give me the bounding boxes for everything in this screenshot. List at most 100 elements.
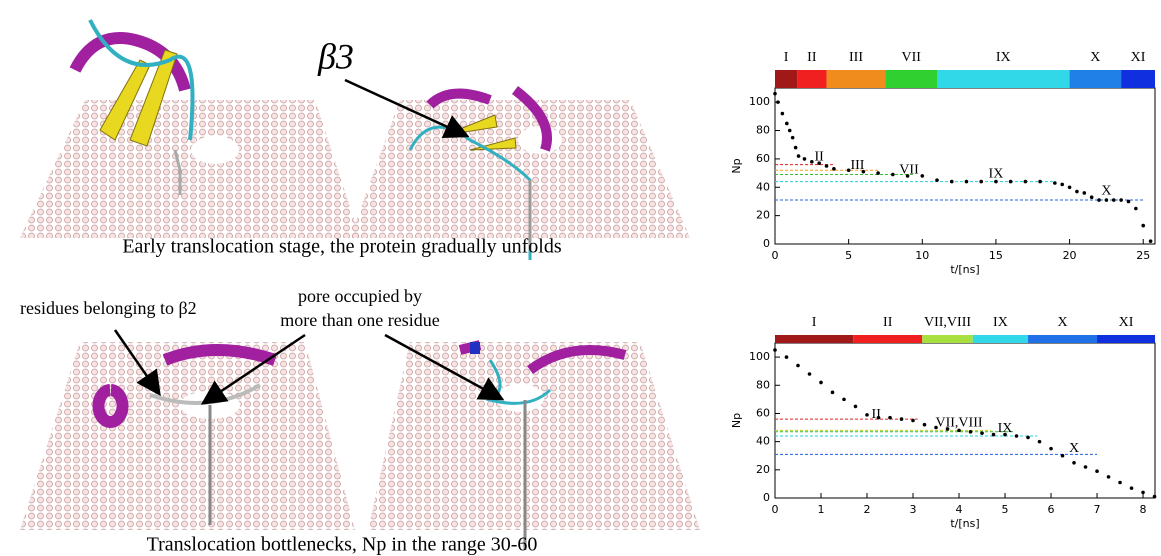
data-point: [853, 404, 858, 409]
state-annotation: X: [1069, 441, 1079, 456]
data-point: [891, 172, 895, 177]
data-point: [796, 154, 801, 158]
state-band: [922, 335, 973, 343]
band-label: XI: [1131, 50, 1146, 65]
band-label: X: [1090, 50, 1100, 65]
data-point: [787, 128, 792, 133]
x-tick-label: 2: [864, 503, 871, 516]
data-point: [876, 415, 881, 420]
arrows: [113, 78, 505, 405]
state-annotation: VII,VIII: [936, 416, 983, 431]
y-tick-label: 60: [756, 152, 770, 165]
state-annotation: IX: [989, 167, 1004, 182]
data-point: [949, 179, 954, 184]
data-point: [810, 159, 814, 164]
x-tick-label: 10: [915, 249, 929, 262]
band-label: IX: [996, 50, 1011, 65]
residue-label: residues belonging to β2: [20, 298, 197, 318]
plot-frame: [774, 87, 1156, 245]
data-point: [1026, 435, 1030, 440]
data-point: [1148, 239, 1153, 243]
data-point: [842, 397, 846, 402]
data-point: [1060, 182, 1065, 187]
state-band: [937, 70, 1070, 88]
state-band: [775, 70, 798, 88]
data-point: [790, 135, 795, 140]
y-tick-label: 20: [756, 209, 770, 222]
data-point: [865, 413, 869, 417]
data-point: [1003, 432, 1007, 437]
data-point: [876, 171, 880, 175]
x-tick-label: 0: [772, 503, 779, 516]
molecule-renderings: [20, 19, 700, 550]
x-tick-label: 3: [910, 503, 917, 516]
data-point: [922, 422, 927, 427]
data-point: [1049, 446, 1053, 451]
band-label: I: [784, 50, 789, 65]
data-point: [1008, 179, 1013, 184]
data-point: [968, 429, 973, 434]
band-label: II: [807, 50, 817, 65]
state-band: [853, 335, 923, 343]
band-label: III: [849, 50, 863, 65]
data-point: [832, 167, 836, 171]
state-band: [1028, 335, 1098, 343]
x-tick-label: 1: [818, 503, 825, 516]
y-tick-label: 0: [763, 237, 770, 250]
y-tick-label: 0: [763, 491, 770, 504]
band-label: II: [883, 315, 893, 330]
y-tick-label: 100: [749, 350, 770, 363]
state-band: [1069, 70, 1122, 88]
data-point: [994, 179, 998, 184]
data-point: [934, 425, 938, 430]
pore-label: pore occupied by: [298, 286, 422, 306]
data-point: [802, 157, 807, 161]
data-point: [807, 372, 812, 376]
data-point: [773, 91, 777, 96]
data-point: [1097, 198, 1101, 202]
y-tick-label: 100: [749, 95, 770, 108]
data-point: [888, 415, 892, 420]
x-tick-label: 15: [989, 249, 1003, 262]
y-tick-label: 40: [756, 180, 770, 193]
data-point: [1067, 185, 1072, 190]
data-point: [1134, 206, 1138, 211]
data-point: [920, 174, 925, 178]
x-tick-label: 8: [1140, 503, 1147, 516]
data-point: [780, 111, 785, 116]
y-tick-label: 60: [756, 406, 770, 419]
data-point: [905, 174, 910, 178]
y-axis-label: Np: [730, 158, 743, 173]
data-point: [861, 169, 866, 174]
y-tick-label: 40: [756, 435, 770, 448]
data-point: [957, 428, 961, 433]
data-point: [1014, 434, 1019, 438]
data-point: [784, 121, 789, 126]
data-point: [1038, 179, 1042, 184]
band-label: X: [1057, 315, 1067, 330]
data-point: [964, 179, 969, 184]
caption: Translocation bottlenecks, Np in the ran…: [147, 534, 538, 556]
beta3-label: β3: [317, 36, 354, 76]
data-point: [979, 179, 984, 184]
data-point: [1095, 469, 1099, 474]
x-tick-label: 4: [956, 503, 963, 516]
state-band: [797, 70, 827, 88]
data-point: [1072, 460, 1076, 465]
data-point: [935, 178, 939, 182]
pore-label: more than one residue: [280, 310, 439, 330]
state-band: [1097, 335, 1155, 343]
state-band: [885, 70, 938, 88]
caption: Early translocation stage, the protein g…: [122, 236, 562, 258]
x-tick-label: 6: [1048, 503, 1055, 516]
state-band: [775, 335, 854, 343]
data-point: [1023, 179, 1028, 184]
data-point: [1111, 198, 1116, 202]
data-point: [796, 363, 800, 368]
y-tick-label: 80: [756, 124, 770, 137]
state-band: [826, 70, 886, 88]
data-point: [899, 417, 904, 421]
data-point: [980, 431, 984, 435]
data-point: [1089, 195, 1094, 199]
